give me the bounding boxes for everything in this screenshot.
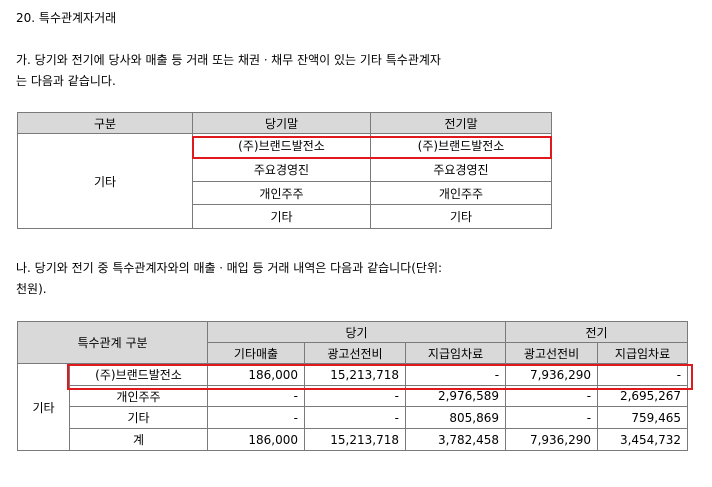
table-cell: - — [505, 406, 599, 429]
subheader: 기타매출 — [207, 342, 305, 364]
header-category: 구분 — [17, 112, 193, 134]
subheader: 광고선전비 — [505, 342, 599, 364]
subheader: 지급임차료 — [404, 342, 507, 364]
header-current-end: 당기말 — [192, 112, 371, 134]
header-prior-end: 전기말 — [370, 112, 552, 134]
related-parties-table: 구분 당기말 전기말 기타 (주)브랜드발전소 (주)브랜드발전소 주요경영진 … — [17, 112, 552, 229]
subheader: 지급임차료 — [597, 342, 689, 364]
table-cell: 기타 — [192, 204, 371, 229]
table-cell: - — [304, 406, 406, 429]
highlight-box — [67, 364, 693, 390]
header-prior-period: 전기 — [505, 321, 689, 343]
table-cell: - — [207, 406, 305, 429]
table-cell: 주요경영진 — [192, 157, 371, 182]
table-cell: 개인주주 — [370, 181, 552, 205]
table-cell: 개인주주 — [192, 181, 371, 205]
table-cell: 3,454,732 — [597, 428, 689, 451]
header-current-period: 당기 — [206, 321, 507, 343]
table-cell: 3,782,458 — [404, 428, 507, 451]
section-title: 20. 특수관계자거래 — [16, 11, 117, 25]
table-cell: 2,695,267 — [597, 385, 689, 407]
highlight-box — [192, 136, 552, 159]
table-cell: 기타 — [370, 204, 552, 229]
table-cell: 805,869 — [404, 406, 507, 429]
row-name: 기타 — [69, 406, 208, 429]
subheader: 광고선전비 — [304, 342, 406, 364]
row-name: 계 — [69, 428, 208, 451]
paragraph-b-line-2: 천원). — [16, 282, 47, 296]
paragraph-a-line-2: 는 다음과 같습니다. — [16, 74, 116, 88]
group-label: 기타 — [17, 133, 193, 229]
paragraph-b-line-1: 나. 당기와 전기 중 특수관계자와의 매출ㆍ매입 등 거래 내역은 다음과 같… — [16, 261, 443, 275]
table-cell: 759,465 — [597, 406, 689, 429]
group-label: 기타 — [17, 363, 70, 451]
header-corner: 특수관계 구분 — [17, 321, 208, 364]
table-cell: 186,000 — [207, 428, 305, 451]
paragraph-a-line-1: 가. 당기와 전기에 당사와 매출 등 거래 또는 채권ㆍ채무 잔액이 있는 기… — [16, 53, 441, 67]
table-cell: 주요경영진 — [370, 157, 552, 182]
table-cell: 15,213,718 — [304, 428, 406, 451]
transactions-table: 특수관계 구분 당기 전기 기타매출 광고선전비 지급임차료 광고선전비 지급임… — [17, 321, 689, 451]
table-cell: 7,936,290 — [505, 428, 599, 451]
